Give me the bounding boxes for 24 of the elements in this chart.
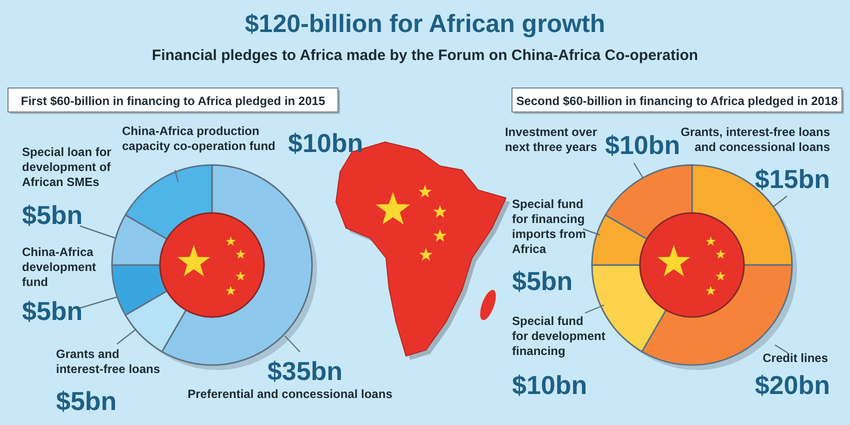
slice-label: Grants and interest-free loans — [56, 347, 160, 376]
text: $120-billion for African growth — [244, 10, 606, 38]
data-label: $10bn — [288, 128, 364, 158]
slice-label: Investment over next three years — [504, 125, 598, 154]
data-label: $5bn — [512, 266, 573, 296]
slice-label: Special fund for development financing — [512, 314, 606, 358]
slice-label: Special loan for development of African SMEs — [22, 145, 112, 189]
data-label: $10bn — [512, 370, 588, 400]
data-label: $35bn — [267, 356, 343, 386]
data-label: $20bn — [754, 370, 830, 400]
slice-label: Preferential and concessional loans — [188, 387, 393, 401]
slice-label: China-Africa production capacity co-operation fund — [122, 124, 276, 153]
data-label: $10bn — [605, 130, 680, 160]
text: Financial pledges to Africa made by the Forum on China-Africa Co-operation — [152, 47, 698, 64]
data-label: $15bn — [754, 164, 830, 194]
data-label: $5bn — [56, 386, 117, 416]
data-label: $5bn — [22, 296, 83, 326]
slice-label: Credit lines — [762, 351, 828, 365]
chart-title: Second $60-billion in financing to Africa pledged in 2018 — [516, 94, 838, 108]
chart-title: First $60-billion in financing to Africa pledged in 2015 — [20, 94, 326, 108]
data-label: $5bn — [22, 200, 83, 230]
slice-label: China-Africa development fund — [22, 245, 96, 289]
slice-label: Special fund for financing imports from Africa — [512, 197, 586, 256]
slice-label: Grants, interest-free loans and concessional loans — [680, 125, 830, 154]
